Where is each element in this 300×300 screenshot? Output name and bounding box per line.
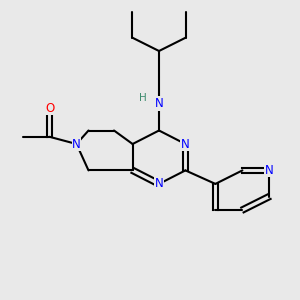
Text: O: O — [45, 101, 54, 115]
Text: N: N — [72, 137, 81, 151]
Text: N: N — [154, 97, 164, 110]
Text: N: N — [154, 177, 164, 190]
Text: H: H — [139, 93, 146, 103]
Text: N: N — [265, 164, 274, 177]
Text: N: N — [181, 137, 190, 151]
